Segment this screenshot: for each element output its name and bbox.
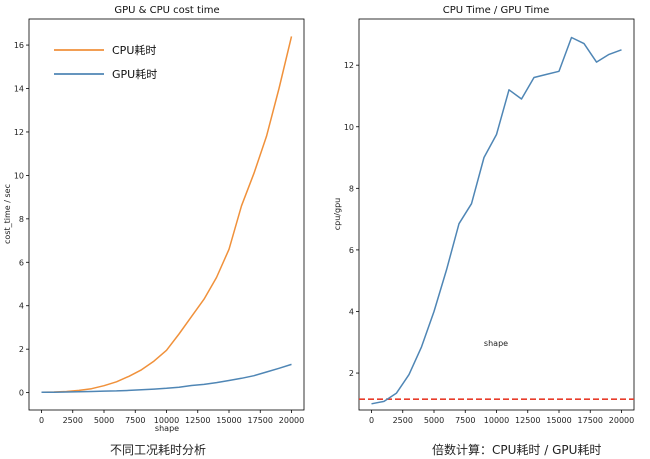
y-tick-label: 8 xyxy=(349,184,354,193)
y-tick-label: 10 xyxy=(344,123,354,132)
y-tick-label: 16 xyxy=(14,41,24,50)
x-tick-label: 7500 xyxy=(455,416,475,425)
x-tick-label: 17500 xyxy=(248,416,273,425)
right-plot-frame xyxy=(358,18,635,411)
x-tick-label: 0 xyxy=(369,416,374,425)
left-series xyxy=(41,36,293,393)
right-xlabel: shape xyxy=(484,339,508,348)
right-y-ticks: 2 4 6 8 10 12 xyxy=(344,61,359,378)
y-tick-label: 8 xyxy=(19,215,24,224)
legend-label-gpu: GPU耗时 xyxy=(112,68,157,81)
legend-label-cpu: CPU耗时 xyxy=(112,44,156,57)
right-x-ticks: 0 2500 5000 7500 10000 12500 15000 17500 20000 xyxy=(369,410,634,425)
y-tick-label: 2 xyxy=(349,369,354,378)
y-tick-label: 12 xyxy=(14,128,24,137)
y-tick-label: 4 xyxy=(19,302,24,311)
y-tick-label: 14 xyxy=(14,85,24,94)
right-plot: CPU Time / GPU Time 2 4 6 8 10 12 0 2500 5000 75… xyxy=(333,5,635,425)
y-tick-label: 2 xyxy=(19,345,24,354)
x-tick-label: 2500 xyxy=(393,416,413,425)
series-line-ratio xyxy=(371,36,622,405)
right-caption: 倍数计算：CPU耗时 / GPU耗时 xyxy=(432,443,602,457)
y-tick-label: 6 xyxy=(19,258,24,267)
left-y-ticks: 0 2 4 6 8 10 12 14 16 xyxy=(14,41,29,398)
right-ylabel: cpu/gpu xyxy=(333,198,342,230)
x-tick-label: 10000 xyxy=(484,416,509,425)
x-tick-label: 12500 xyxy=(515,416,540,425)
x-tick-label: 15000 xyxy=(546,416,571,425)
left-x-ticks: 0 2500 5000 7500 10000 12500 15000 17500 20000 xyxy=(39,410,304,425)
y-tick-label: 6 xyxy=(349,246,354,255)
x-tick-label: 5000 xyxy=(424,416,444,425)
x-tick-label: 2500 xyxy=(63,416,83,425)
left-xlabel: shape xyxy=(155,424,179,433)
x-tick-label: 12500 xyxy=(185,416,210,425)
left-legend: CPU耗时 GPU耗时 xyxy=(54,44,157,81)
series-line-gpu xyxy=(41,363,292,393)
x-tick-label: 20000 xyxy=(279,416,304,425)
x-tick-label: 10000 xyxy=(154,416,179,425)
y-tick-label: 4 xyxy=(349,307,354,316)
right-series xyxy=(359,36,634,405)
right-title: CPU Time / GPU Time xyxy=(443,5,549,16)
left-caption: 不同工况耗时分析 xyxy=(110,443,207,457)
x-tick-label: 20000 xyxy=(609,416,634,425)
left-plot: GPU & CPU cost time 0 2 4 6 8 10 12 14 16 0 2500 5… xyxy=(3,5,305,433)
y-tick-label: 10 xyxy=(14,171,24,180)
left-plot-frame xyxy=(28,18,305,411)
left-ylabel: cost_time / sec xyxy=(3,184,12,244)
x-tick-label: 15000 xyxy=(216,416,241,425)
x-tick-label: 17500 xyxy=(578,416,603,425)
x-tick-label: 5000 xyxy=(94,416,114,425)
x-tick-label: 7500 xyxy=(125,416,145,425)
x-tick-label: 0 xyxy=(39,416,44,425)
y-tick-label: 12 xyxy=(344,61,354,70)
left-title: GPU & CPU cost time xyxy=(114,5,219,16)
series-line-cpu xyxy=(41,36,293,393)
y-tick-label: 0 xyxy=(19,389,24,398)
